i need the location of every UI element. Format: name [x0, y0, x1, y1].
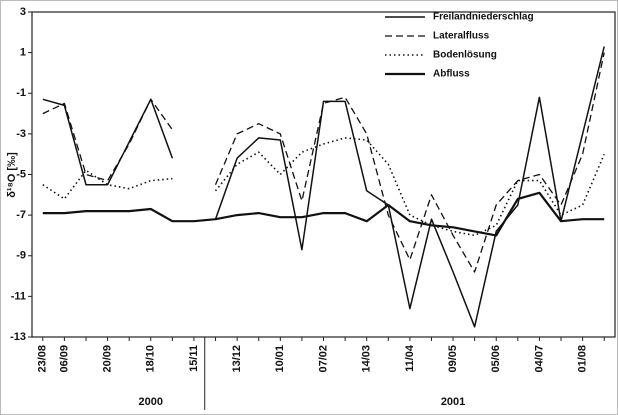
y-tick-label: -1: [16, 87, 26, 99]
x-tick-label: 06/09: [58, 345, 70, 373]
x-tick-label: 09/05: [447, 345, 459, 373]
series-line: [42, 52, 605, 273]
y-tick-label: -11: [11, 290, 26, 302]
x-tick-label: 05/06: [490, 345, 502, 373]
x-tick-label: 15/11: [188, 345, 200, 372]
y-tick-label: -5: [16, 168, 26, 180]
y-tick-label: -7: [16, 209, 26, 221]
legend-label: Abfluss: [433, 69, 470, 80]
x-tick-label: 13/12: [231, 345, 243, 373]
x-tick-label: 07/02: [317, 345, 329, 373]
series-line: [42, 46, 605, 328]
y-tick-label: -9: [16, 250, 26, 262]
x-tick-label: 23/08: [37, 345, 49, 373]
x-tick-label: 14/03: [361, 345, 373, 373]
y-axis-label: δ¹⁸O [‰]: [6, 152, 18, 198]
legend-label: Lateralfluss: [433, 31, 490, 42]
x-tick-label: 04/07: [533, 345, 545, 373]
x-tick-label: 11/04: [404, 344, 416, 372]
legend-label: Bodenlösung: [433, 50, 497, 61]
x-tick-label: 18/10: [145, 345, 157, 373]
legend-label: Freilandniederschlag: [433, 12, 534, 23]
y-tick-label: 3: [20, 6, 26, 18]
y-tick-label: -13: [10, 331, 26, 343]
plot-area: [31, 11, 616, 338]
year-label: 2000: [139, 396, 163, 408]
y-tick-label: 1: [20, 47, 26, 59]
series-line: [42, 137, 605, 237]
y-tick-label: -3: [16, 128, 26, 140]
year-label: 2001: [441, 396, 465, 408]
x-tick-label: 10/01: [274, 345, 286, 373]
x-tick-label: 20/09: [101, 345, 113, 373]
x-tick-label: 01/08: [577, 345, 589, 373]
series-line: [42, 191, 605, 237]
